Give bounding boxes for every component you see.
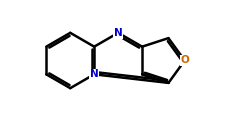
- Text: O: O: [180, 56, 189, 65]
- Text: N: N: [114, 28, 123, 38]
- Text: N: N: [90, 69, 99, 79]
